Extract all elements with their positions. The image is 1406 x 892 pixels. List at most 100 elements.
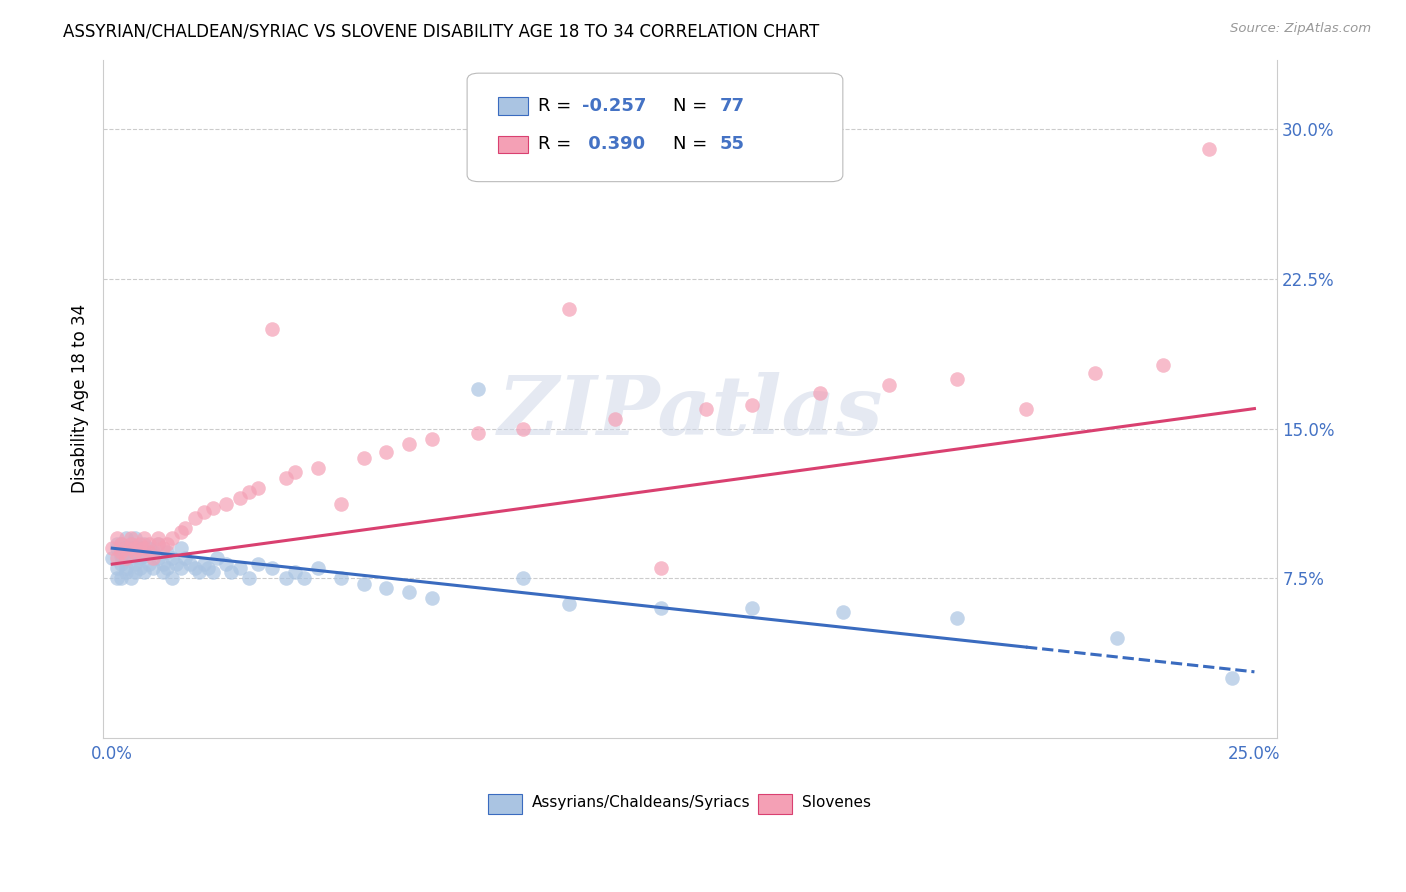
Point <box>138 557 160 571</box>
Point <box>156 545 179 559</box>
Point <box>238 571 260 585</box>
FancyBboxPatch shape <box>488 794 522 814</box>
Point <box>138 541 160 556</box>
Point <box>741 601 763 615</box>
Point <box>105 571 128 585</box>
Point <box>142 551 165 566</box>
Point <box>105 541 128 556</box>
Point <box>262 561 284 575</box>
Point <box>353 451 375 466</box>
Point <box>329 497 352 511</box>
Point <box>274 571 297 585</box>
Point <box>134 565 156 579</box>
Point <box>274 471 297 485</box>
Point <box>115 541 138 556</box>
Point <box>128 537 150 551</box>
Point <box>146 551 169 566</box>
Point <box>142 561 165 575</box>
Point <box>134 549 156 563</box>
Point <box>284 565 307 579</box>
Point <box>120 551 142 566</box>
Point <box>115 551 138 566</box>
Point <box>946 611 969 625</box>
Point <box>201 501 224 516</box>
Point <box>160 571 183 585</box>
Point <box>215 557 238 571</box>
Point <box>101 551 124 566</box>
Point <box>229 561 252 575</box>
Point <box>1152 358 1174 372</box>
Point <box>558 301 581 316</box>
Point <box>138 537 160 551</box>
Point <box>188 565 211 579</box>
Point <box>695 401 717 416</box>
Point <box>120 537 142 551</box>
Point <box>170 561 193 575</box>
Point <box>115 565 138 579</box>
Point <box>467 425 489 440</box>
Point <box>124 541 146 556</box>
Point <box>1083 366 1105 380</box>
Point <box>247 481 270 495</box>
Point <box>152 557 174 571</box>
Point <box>229 491 252 506</box>
Point <box>128 561 150 575</box>
FancyBboxPatch shape <box>498 97 529 114</box>
Point <box>398 437 420 451</box>
FancyBboxPatch shape <box>498 136 529 153</box>
Point <box>1198 142 1220 156</box>
Point <box>329 571 352 585</box>
Point <box>512 571 534 585</box>
Text: ASSYRIAN/CHALDEAN/SYRIAC VS SLOVENE DISABILITY AGE 18 TO 34 CORRELATION CHART: ASSYRIAN/CHALDEAN/SYRIAC VS SLOVENE DISA… <box>63 22 820 40</box>
Point <box>134 537 156 551</box>
Point <box>307 461 329 475</box>
Point <box>105 551 128 566</box>
Text: Slovenes: Slovenes <box>801 795 870 810</box>
Point <box>128 541 150 556</box>
Point <box>1015 401 1038 416</box>
Point <box>146 537 169 551</box>
Text: R =: R = <box>537 96 576 115</box>
Point <box>284 466 307 480</box>
Point <box>197 561 219 575</box>
Text: 55: 55 <box>720 136 745 153</box>
Y-axis label: Disability Age 18 to 34: Disability Age 18 to 34 <box>72 304 89 493</box>
Point <box>375 445 398 459</box>
Point <box>110 537 132 551</box>
Point <box>603 411 626 425</box>
Point <box>152 565 174 579</box>
Text: Assyrians/Chaldeans/Syriacs: Assyrians/Chaldeans/Syriacs <box>531 795 751 810</box>
Text: N =: N = <box>672 96 713 115</box>
Point <box>115 561 138 575</box>
FancyBboxPatch shape <box>758 794 793 814</box>
Point <box>124 531 146 545</box>
Point <box>115 551 138 566</box>
Point <box>353 577 375 591</box>
Point <box>174 521 197 535</box>
Point <box>120 541 142 556</box>
Text: Source: ZipAtlas.com: Source: ZipAtlas.com <box>1230 22 1371 36</box>
Point <box>420 591 443 605</box>
Point <box>650 561 672 575</box>
Point <box>247 557 270 571</box>
Text: -0.257: -0.257 <box>582 96 647 115</box>
Point <box>120 537 142 551</box>
Point <box>398 585 420 599</box>
Point <box>142 545 165 559</box>
Point <box>219 565 242 579</box>
Point <box>165 557 187 571</box>
Point <box>115 541 138 556</box>
Text: 77: 77 <box>720 96 745 115</box>
Point <box>110 571 132 585</box>
Point <box>105 537 128 551</box>
Point <box>128 551 150 566</box>
Point <box>832 605 855 619</box>
Point <box>152 541 174 556</box>
Point <box>201 565 224 579</box>
Point <box>810 385 832 400</box>
Point <box>101 541 124 556</box>
Point <box>110 537 132 551</box>
Point <box>292 571 315 585</box>
Point <box>512 421 534 435</box>
Point <box>120 531 142 545</box>
